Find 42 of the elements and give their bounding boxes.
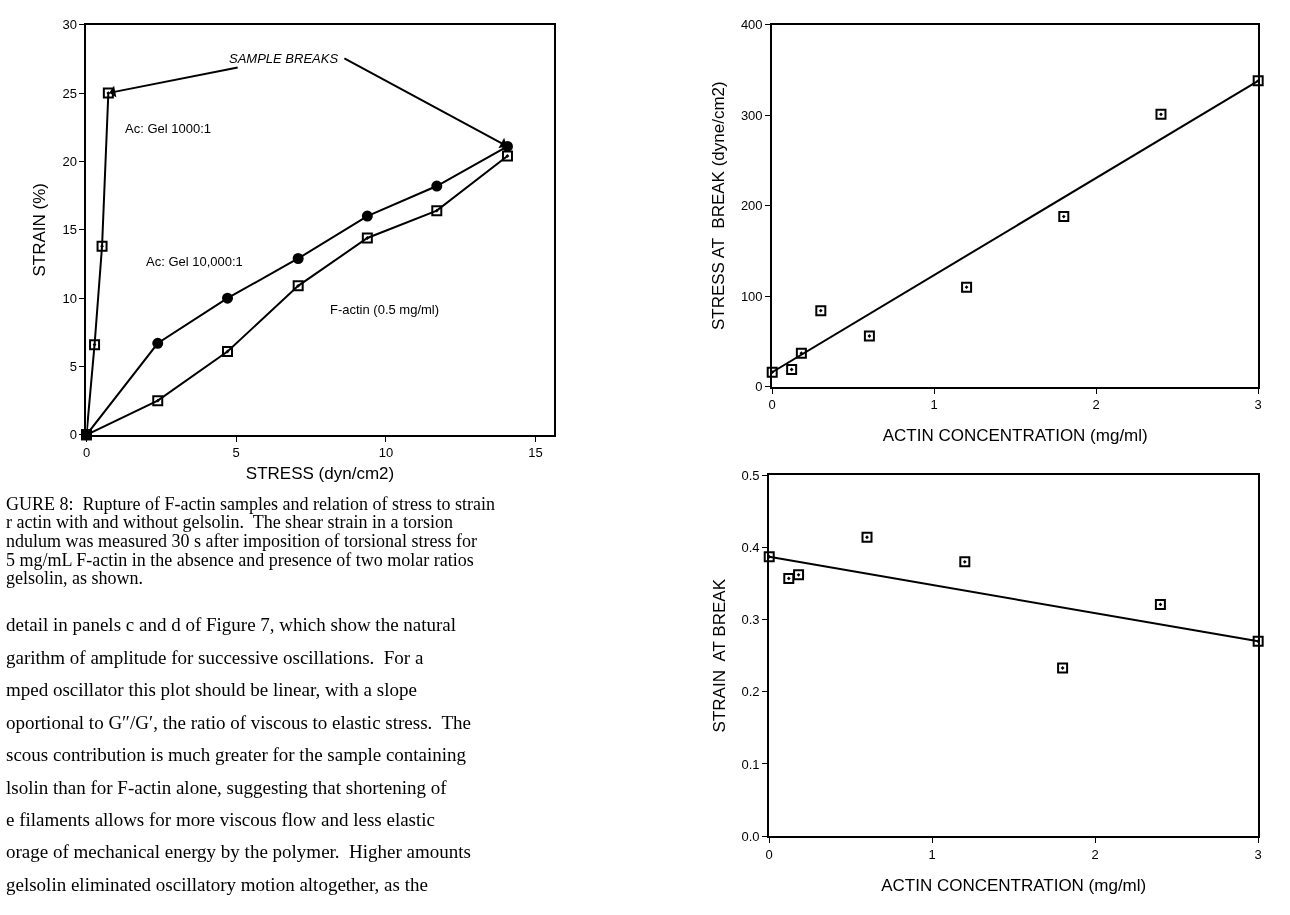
- x-tick-label: 3: [1254, 846, 1262, 862]
- annotation: Ac: Gel 1000:1: [125, 121, 211, 136]
- y-tick-label: 20: [62, 153, 77, 169]
- x-tick-label: 10: [378, 445, 394, 461]
- y-tick-label: 0: [69, 427, 77, 443]
- y-tick-label: 0.0: [741, 828, 760, 844]
- x-tick-label: 0: [82, 445, 91, 461]
- x-tick-label: 5: [232, 445, 240, 461]
- text: detail in panels c and d of Figure 7, which show the natural garithm of amplitude for successive oscillations. For a mped oscillator this plot should be linear, with a slope oportional to G″/G′, the ratio of viscous to elastic stress. The scous contribution is much greater for the sample containing lsolin than for F-actin alone, suggesting that shortening of e filaments allows for more viscous flow and less elastic orage of mechanical energy by the polymer. Higher amounts gelsolin eliminated oscillatory motion altogether, as the: [6, 614, 471, 895]
- y-tick-label: 10: [62, 290, 77, 306]
- y-tick-label: 5: [69, 359, 77, 375]
- annotation: SAMPLE BREAKS: [229, 51, 339, 66]
- x-tick-label: 15: [528, 445, 543, 461]
- y-tick-label: 200: [740, 198, 763, 214]
- x-tick-label: 3: [1254, 397, 1262, 413]
- y-axis-title: STRAIN AT BREAK: [709, 578, 729, 733]
- x-tick-label: 2: [1092, 397, 1100, 413]
- y-tick-label: 400: [740, 17, 763, 33]
- x-axis-title: ACTIN CONCENTRATION (mg/ml): [881, 875, 1147, 895]
- y-tick-label: 100: [740, 288, 763, 304]
- text: GURE 8: Rupture of F-actin samples and relation of stress to strain r actin with and without gelsolin. The shear strain in a torsion ndulum was measured 30 s after imposition of torsional stress for 5 mg/mL F-actin in the absence and presence of two molar ratios gelsolin, as shown.: [6, 494, 495, 588]
- annotation: F-actin (0.5 mg/ml): [330, 302, 440, 317]
- y-tick-label: 300: [740, 107, 763, 123]
- x-axis-title: STRESS (dyn/cm2): [245, 464, 395, 484]
- y-tick-label: 0.4: [741, 539, 760, 555]
- y-tick-label: 0.3: [741, 612, 760, 628]
- x-tick-label: 1: [930, 397, 938, 413]
- y-tick-label: 0.2: [741, 684, 760, 700]
- y-tick-label: 15: [62, 222, 77, 238]
- x-axis-title: ACTIN CONCENTRATION (mg/ml): [882, 426, 1148, 446]
- x-tick-label: 2: [1091, 846, 1099, 862]
- y-tick-label: 0.1: [741, 756, 760, 772]
- x-tick-label: 0: [768, 397, 776, 413]
- y-tick-label: 25: [62, 85, 77, 101]
- annotation: Ac: Gel 10,000:1: [146, 254, 243, 269]
- y-tick-label: 30: [62, 17, 77, 33]
- y-axis-title: STRESS AT BREAK (dyne/cm2): [708, 81, 728, 331]
- y-axis-title: STRAIN (%): [30, 183, 50, 277]
- x-tick-label: 0: [765, 846, 773, 862]
- y-tick-label: 0.5: [741, 467, 760, 483]
- y-tick-label: 0: [755, 379, 763, 395]
- x-tick-label: 1: [928, 846, 936, 862]
